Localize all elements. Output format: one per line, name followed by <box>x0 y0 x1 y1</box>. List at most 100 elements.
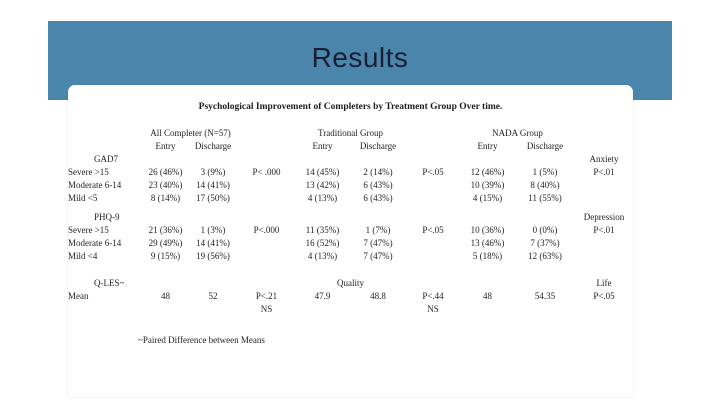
value-cell <box>406 152 460 165</box>
value-cell: 7 (47%) <box>363 237 393 248</box>
value-cell <box>350 302 406 315</box>
empty-header-cell <box>68 139 143 152</box>
slide-title: Results <box>311 41 409 73</box>
value-cell: 5 (18%) <box>472 250 503 261</box>
value-cell <box>350 152 406 165</box>
empty-header-cell <box>575 139 633 152</box>
value-cell: P<.21 <box>255 290 278 301</box>
group-header-row: All Completer (N=57) Traditional Group N… <box>68 126 633 139</box>
value-cell <box>188 152 238 165</box>
subheader-discharge: Discharge <box>359 140 397 151</box>
value-cell: 8 (40%) <box>530 179 560 190</box>
value-cell: 29 (49%) <box>148 237 183 248</box>
table-card: Psychological Improvement of Completers … <box>68 85 633 397</box>
value-cell <box>406 276 460 289</box>
group-header-traditional: Traditional Group <box>318 127 383 138</box>
results-table: All Completer (N=57) Traditional Group N… <box>68 126 633 315</box>
table-row: Mean 48 52 P<.21 47.9 48.8 P<.44 48 54.35 P<.05 <box>68 289 633 302</box>
subheader-entry: Entry <box>155 140 176 151</box>
value-cell: 54.35 <box>534 290 556 301</box>
value-cell: 48 <box>161 290 170 301</box>
subheader-entry: Entry <box>477 140 498 151</box>
table-row: Moderate 6-14 29 (49%) 14 (41%) 16 (52%) 7 (… <box>68 236 633 249</box>
value-cell: 52 <box>208 290 218 301</box>
row-label-cell: GAD7 <box>94 153 118 164</box>
table-row: Severe >15 26 (46%) 3 (9%) P< .000 14 (45%) 2… <box>68 165 633 178</box>
subheader-row: Entry Discharge Entry Discharge Entry Di… <box>68 139 633 152</box>
table-row: Q-LES~ Quality Life <box>68 276 633 289</box>
value-cell <box>575 249 633 262</box>
value-cell: 12 (63%) <box>528 250 562 261</box>
value-cell: 2 (14%) <box>363 166 393 177</box>
value-cell <box>188 210 238 223</box>
value-cell <box>406 178 460 191</box>
value-cell: 4 (13%) <box>307 192 338 203</box>
value-cell: 13 (42%) <box>305 179 340 190</box>
value-cell: 16 (52%) <box>305 237 340 248</box>
row-label-cell: Severe >15 <box>68 166 109 177</box>
row-label-cell: Q-LES~ <box>94 277 125 288</box>
table-footnote: ~Paired Difference between Means <box>138 335 265 345</box>
value-cell <box>295 152 350 165</box>
value-cell: 7 (37%) <box>530 237 560 248</box>
value-cell: 17 (50%) <box>196 192 230 203</box>
value-cell: 13 (46%) <box>470 237 505 248</box>
value-cell <box>515 302 575 315</box>
empty-header-cell <box>575 126 633 139</box>
value-cell <box>238 276 295 289</box>
row-label-cell: Severe >15 <box>68 224 109 235</box>
value-cell <box>575 302 633 315</box>
value-cell <box>238 210 295 223</box>
value-cell <box>143 302 188 315</box>
spacer-cell <box>68 262 633 276</box>
value-cell <box>238 236 295 249</box>
spacer-row <box>68 262 633 276</box>
value-cell <box>350 210 406 223</box>
value-cell <box>238 178 295 191</box>
value-cell: 10 (36%) <box>470 224 505 235</box>
value-cell: P<.05 <box>593 290 615 301</box>
row-label-cell: Mild <5 <box>68 192 98 203</box>
table-row: NS NS <box>68 302 633 315</box>
group-header-all-completer: All Completer (N=57) <box>150 127 231 138</box>
value-cell <box>238 249 295 262</box>
empty-header-cell <box>406 126 460 139</box>
value-cell <box>238 191 295 204</box>
value-cell: 8 (14%) <box>150 192 181 203</box>
value-cell: 11 (35%) <box>305 224 340 235</box>
empty-header-cell <box>406 139 460 152</box>
value-cell <box>515 276 575 289</box>
table-row: PHQ-9 Depression <box>68 210 633 223</box>
value-cell <box>295 210 350 223</box>
value-cell: 0 (0%) <box>532 224 558 235</box>
value-cell: 19 (56%) <box>196 250 230 261</box>
table-row: GAD7 Anxiety <box>68 152 633 165</box>
value-cell: 14 (45%) <box>305 166 340 177</box>
value-cell: 1 (7%) <box>365 224 391 235</box>
empty-header-cell <box>238 139 295 152</box>
value-cell: Depression <box>583 211 625 222</box>
value-cell: 48 <box>483 290 493 301</box>
row-label-cell <box>68 302 143 315</box>
subheader-discharge: Discharge <box>526 140 564 151</box>
value-cell: Anxiety <box>589 153 619 164</box>
value-cell <box>575 178 633 191</box>
table-row: Mild <4 9 (15%) 19 (56%) 4 (13%) 7 (47%) 5 (1… <box>68 249 633 262</box>
empty-header-cell <box>238 126 295 139</box>
row-label-cell: Moderate 6-14 <box>68 237 122 248</box>
value-cell: 48.8 <box>370 290 386 301</box>
value-cell <box>406 249 460 262</box>
value-cell <box>460 302 515 315</box>
value-cell: 1 (3%) <box>200 224 226 235</box>
row-label-cell: PHQ-9 <box>94 211 120 222</box>
value-cell: 7 (47%) <box>363 250 393 261</box>
value-cell: 14 (41%) <box>196 179 230 190</box>
value-cell: P<.44 <box>422 290 444 301</box>
value-cell: 47.9 <box>314 290 331 301</box>
value-cell: 10 (39%) <box>470 179 505 190</box>
row-label-cell: Mild <4 <box>68 250 98 261</box>
value-cell <box>143 210 188 223</box>
value-cell: 14 (41%) <box>196 237 230 248</box>
value-cell: 1 (5%) <box>532 166 558 177</box>
